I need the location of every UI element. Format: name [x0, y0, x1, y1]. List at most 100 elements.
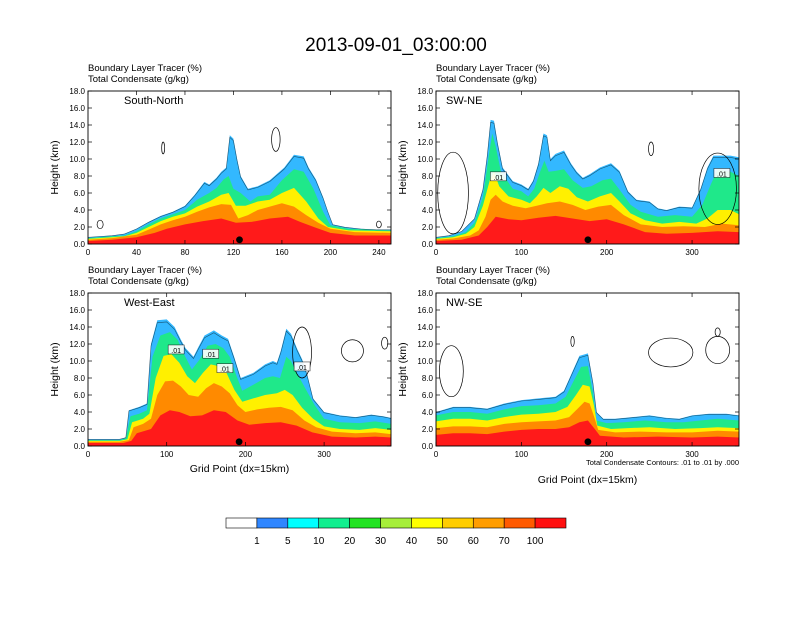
panel-label-sw-ne: SW-NE [446, 95, 482, 107]
colorbar-swatch [287, 517, 320, 529]
y-tick-label: 10.0 [417, 357, 433, 366]
panel-header-tracer: Boundary Layer Tracer (%) [88, 265, 202, 276]
y-tick-label: 8.0 [422, 172, 434, 181]
panel-header-tracer: Boundary Layer Tracer (%) [436, 265, 550, 276]
tracer-area-level-100 [88, 410, 391, 446]
surface-marker [584, 236, 592, 244]
colorbar-label: 100 [527, 536, 544, 547]
panel-label-west-east: West-East [124, 297, 175, 309]
colorbar-swatch [411, 517, 443, 529]
panel-header-condensate: Total Condensate (g/kg) [436, 74, 537, 85]
contour-label: .01 [493, 175, 503, 182]
y-tick-label: 18.0 [69, 289, 85, 298]
surface-marker [236, 236, 243, 244]
contour-label-box [713, 168, 731, 178]
condensate-contour [648, 141, 654, 156]
x-tick-label: 300 [685, 248, 699, 257]
colorbar-swatch [225, 517, 258, 529]
x-tick-label: 40 [132, 248, 141, 257]
colorbar-label: 10 [313, 536, 325, 547]
x-tick-label: 80 [181, 248, 190, 257]
y-tick-label: 0.0 [422, 442, 434, 451]
panel-south-north: 0.0 2.0 4.0 6.0 8.0 10.0 12.0 14.0 16.0 18.0 0 40 80… [49, 63, 392, 257]
x-tick-label: 240 [372, 248, 386, 257]
y-tick-label: 16.0 [69, 306, 85, 315]
condensate-contour [698, 152, 737, 225]
y-tick-label: 4.0 [74, 206, 86, 215]
condensate-contour [381, 336, 389, 350]
y-tick-label: 10.0 [69, 155, 85, 164]
y-tick-label: 12.0 [69, 340, 85, 349]
plot-area [88, 127, 391, 244]
x-tick-label: 0 [86, 248, 91, 257]
condensate-contour [570, 336, 575, 347]
panel-label-nw-se: NW-SE [446, 297, 482, 309]
panel-header-condensate: Total Condensate (g/kg) [88, 276, 189, 287]
contour-label-box [490, 171, 507, 182]
condensate-contour [437, 151, 469, 235]
x-tick-label: 100 [160, 450, 174, 459]
condensate-contour-line [436, 122, 739, 238]
panel-west-east: .01 .01 .01 .01 0.0 2.0 4.0 6.0 8.0 10.0 12.0 14.0 1… [49, 265, 392, 475]
colorbar-swatch [256, 517, 289, 529]
y-axis-label: Height (km) [49, 342, 61, 396]
condensate-contour [705, 336, 730, 364]
plot-area [436, 327, 739, 446]
contour-label: .01 [171, 348, 181, 355]
contour-label-box [216, 363, 234, 373]
y-tick-label: 10.0 [69, 357, 85, 366]
y-tick-label: 14.0 [69, 323, 85, 332]
contour-label-box [202, 348, 220, 359]
y-tick-label: 4.0 [422, 408, 434, 417]
colorbar-label: 20 [344, 536, 356, 547]
y-tick-label: 4.0 [74, 408, 86, 417]
colorbar: 1 5 10 20 30 40 50 60 70 100 [225, 517, 567, 547]
y-tick-label: 14.0 [69, 121, 85, 130]
x-tick-label: 120 [227, 248, 241, 257]
condensate-contour [161, 141, 165, 155]
x-tick-label: 160 [275, 248, 289, 257]
x-axis-label: Grid Point (dx=15km) [538, 474, 638, 486]
condensate-contour [376, 220, 382, 229]
colorbar-swatch [472, 517, 505, 529]
colorbar-label: 60 [468, 536, 480, 547]
colorbar-swatch [534, 517, 567, 529]
contour-label: .01 [717, 171, 727, 178]
condensate-contour [292, 326, 312, 379]
x-tick-label: 300 [317, 450, 331, 459]
contour-label-box [293, 361, 311, 372]
x-tick-label: 0 [434, 248, 439, 257]
colorbar-swatch [503, 517, 536, 529]
x-tick-label: 200 [600, 450, 614, 459]
colorbar-label: 70 [499, 536, 511, 547]
condensate-contour-line [88, 321, 391, 440]
contour-label: .01 [297, 365, 307, 372]
panel-nw-se: 0.0 2.0 4.0 6.0 8.0 10.0 12.0 14.0 16.0 18.0 0 100 2… [397, 265, 740, 486]
plot-area: .01 .01 .01 .01 [88, 319, 391, 446]
x-tick-label: 200 [600, 248, 614, 257]
colorbar-swatch [442, 517, 474, 529]
condensate-contour [439, 345, 464, 398]
y-tick-label: 2.0 [74, 425, 86, 434]
panel-header-condensate: Total Condensate (g/kg) [436, 276, 537, 287]
contour-label-box [167, 344, 185, 355]
y-tick-label: 14.0 [417, 323, 433, 332]
y-tick-label: 8.0 [74, 172, 86, 181]
tracer-area-level-100 [436, 420, 739, 446]
colorbar-label: 30 [375, 536, 387, 547]
condensate-contour [341, 339, 364, 363]
y-axis-label: Height (km) [397, 342, 409, 396]
y-tick-label: 16.0 [69, 104, 85, 113]
panel-sw-ne: .01 .01 0.0 2.0 4.0 6.0 8.0 10.0 12.0 14.0 16.0 18.… [397, 63, 740, 257]
y-tick-label: 14.0 [417, 121, 433, 130]
contour-label: .01 [206, 352, 216, 359]
y-tick-label: 12.0 [417, 138, 433, 147]
y-tick-label: 4.0 [422, 206, 434, 215]
y-tick-label: 0.0 [74, 240, 86, 249]
colorbar-label: 1 [254, 536, 260, 547]
contour-label: .01 [220, 367, 230, 374]
x-tick-label: 100 [515, 248, 529, 257]
y-tick-label: 6.0 [74, 189, 86, 198]
y-axis-label: Height (km) [397, 140, 409, 194]
y-tick-label: 10.0 [417, 155, 433, 164]
